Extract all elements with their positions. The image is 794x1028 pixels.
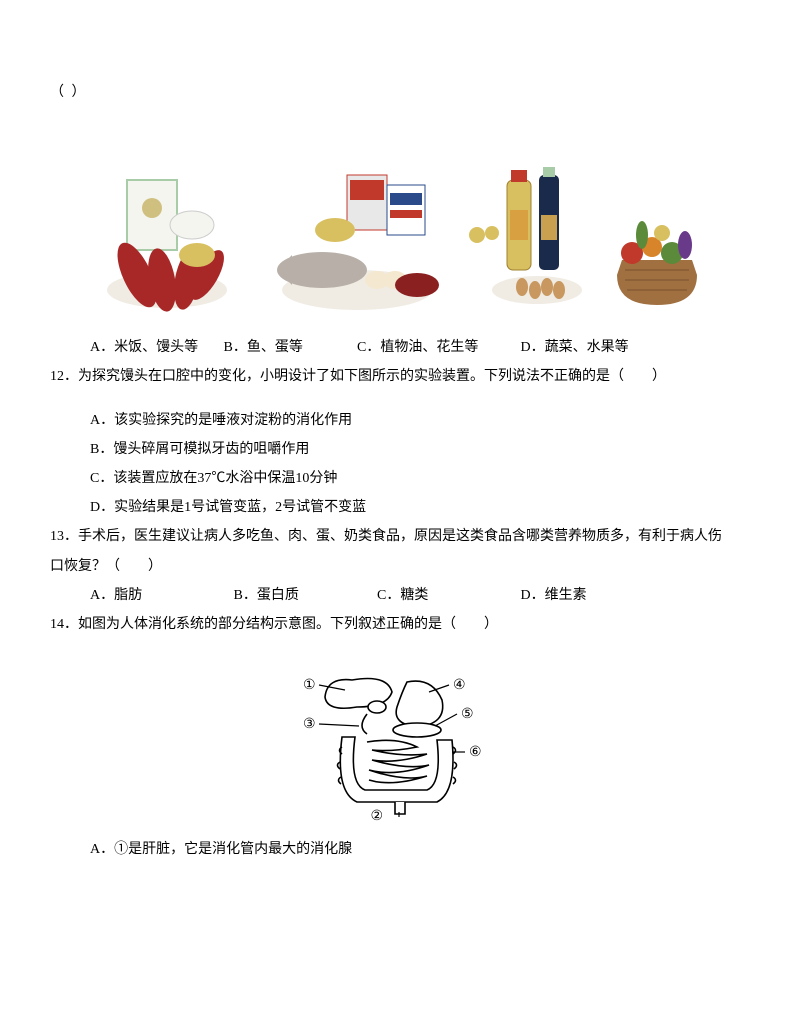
- diagram-label-6: ⑥: [469, 745, 482, 760]
- diagram-label-2: ②: [370, 809, 383, 822]
- q13-option-b: B．蛋白质: [234, 583, 374, 608]
- q13-option-d: D．维生素: [521, 583, 661, 608]
- q12-option-b: B．馒头碎屑可模拟牙齿的咀嚼作用: [90, 437, 744, 462]
- q13-option-a: A．脂肪: [90, 583, 230, 608]
- q13-option-c: C．糖类: [377, 583, 517, 608]
- q13-options: A．脂肪 B．蛋白质 C．糖类 D．维生素: [90, 583, 744, 608]
- q11-option-d: D．蔬菜、水果等: [521, 335, 629, 360]
- q12-option-d: D．实验结果是1号试管变蓝，2号试管不变蓝: [90, 495, 744, 520]
- food-groups-image: [77, 125, 717, 325]
- q14-stem: 14．如图为人体消化系统的部分结构示意图。下列叙述正确的是（ ）: [50, 612, 744, 637]
- q13-stem-line1: 13．手术后，医生建议让病人多吃鱼、肉、蛋、奶类食品，原因是这类食品含哪类营养物…: [50, 524, 744, 549]
- q11-option-a: A．米饭、馒头等: [90, 335, 220, 360]
- food-group-2: [277, 175, 439, 310]
- diagram-label-5: ⑤: [461, 707, 474, 722]
- food-group-1: [107, 180, 231, 314]
- q12-stem: 12．为探究馒头在口腔中的变化，小明设计了如下图所示的实验装置。下列说法不正确的…: [50, 364, 744, 389]
- diagram-label-1: ①: [303, 678, 316, 693]
- q11-option-b: B．鱼、蛋等: [224, 335, 354, 360]
- digestive-diagram: ① ③ ② ④ ⑤ ⑥: [257, 652, 537, 822]
- food-group-3: [469, 167, 582, 304]
- q11-options: A．米饭、馒头等 B．鱼、蛋等 C．植物油、花生等 D．蔬菜、水果等: [90, 335, 744, 360]
- diagram-label-3: ③: [303, 717, 316, 732]
- q13-stem-line2: 口恢复？（ ）: [50, 554, 744, 579]
- diagram-label-4: ④: [453, 678, 466, 693]
- food-group-4: [617, 221, 697, 305]
- q12-option-c: C．该装置应放在37℃水浴中保温10分钟: [90, 466, 744, 491]
- q14-option-a: A．①是肝脏，它是消化管内最大的消化腺: [90, 837, 744, 862]
- top-parenthesis: （ ）: [50, 80, 744, 105]
- q12-option-a: A．该实验探究的是唾液对淀粉的消化作用: [90, 408, 744, 433]
- q11-option-c: C．植物油、花生等: [357, 335, 517, 360]
